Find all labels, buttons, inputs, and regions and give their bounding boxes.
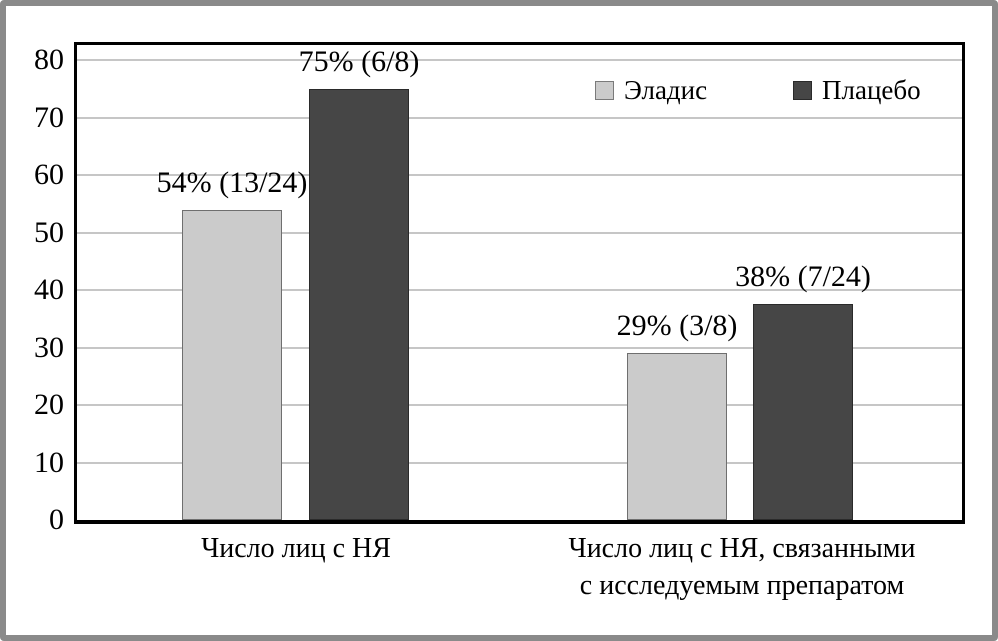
bar-value-label-eladis-group1: 54% (13/24) [156,165,308,199]
y-tick-label: 0 [49,503,64,536]
plot-inner: 54% (13/24) 75% (6/8) 29% (3/8) 38% (7/2… [77,45,962,520]
legend-item-eladis: Эладис [595,77,707,104]
gridline [77,174,962,176]
bar-value-label-placebo-group1: 75% (6/8) [298,44,420,78]
gridline [77,231,962,234]
y-tick-label: 10 [34,445,64,479]
bar-eladis-group1 [182,209,282,520]
gridline [77,59,962,61]
y-tick-label: 40 [34,273,64,306]
legend-label-placebo: Плацебо [822,75,921,105]
y-tick-label: 70 [34,100,64,134]
bar-value-label-placebo-group2: 38% (7/24) [735,260,871,294]
legend-swatch-eladis-icon [595,81,614,100]
legend-swatch-placebo-icon [793,81,812,100]
bar-placebo-group2 [753,304,853,520]
y-tick-label: 60 [34,158,64,191]
gridline [77,116,962,119]
bar-placebo-group1 [309,88,409,520]
y-tick-label: 20 [34,388,64,421]
legend-label-eladis: Эладис [624,75,708,105]
bar-eladis-group2 [627,353,727,520]
plot-area: 54% (13/24) 75% (6/8) 29% (3/8) 38% (7/2… [74,42,965,524]
x-category-label-1: Число лиц с НЯ [201,533,391,564]
chart-canvas: 0 10 20 30 40 50 60 70 80 54% (13/24) 75% (6/8) … [6,6,992,635]
y-tick-label: 30 [34,330,64,364]
legend-item-placebo: Плацебо [793,77,921,104]
bar-value-label-eladis-group2: 29% (3/8) [616,309,738,343]
y-tick-label: 50 [34,215,64,249]
x-category-label-2: Число лиц с НЯ, связанными с исследуемым… [568,533,916,601]
gridline [77,404,962,406]
gridline [77,461,962,464]
y-tick-label: 80 [34,43,64,76]
gridline [77,289,962,291]
gridline [77,346,962,349]
